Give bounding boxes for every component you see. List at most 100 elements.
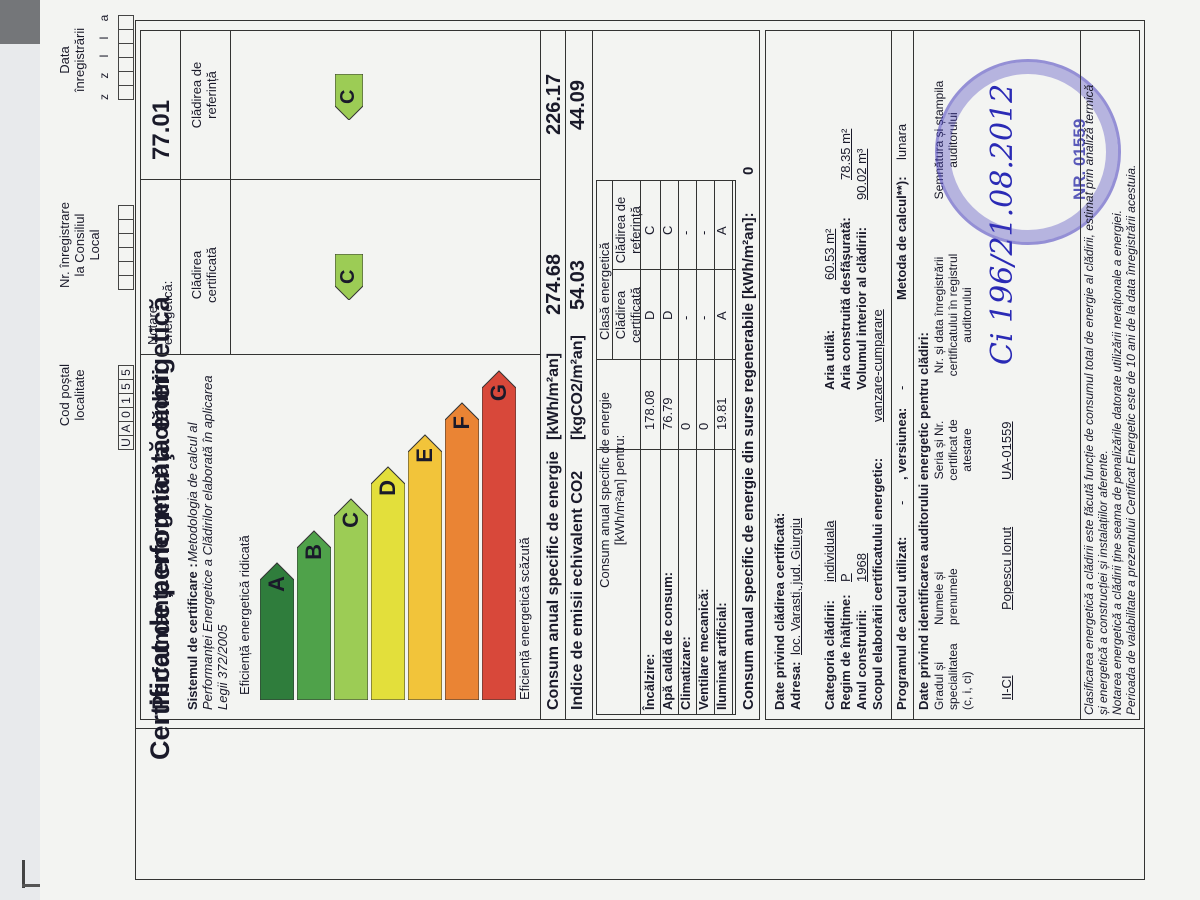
aria-utila-value: 60.53 m² [822,228,837,280]
footer-line: Perioada de valabilitate a prezentului C… [1124,164,1138,715]
energy-class-g-bar: G [482,370,516,700]
notare-label: Notare energetică: [145,280,175,345]
table-row-class-ref: A [714,226,729,235]
table-row-class-cert: D [660,310,675,320]
energy-class-c-bar: C [334,498,368,700]
table-row-value: 0 [696,422,711,430]
an-value: 1968 [854,553,869,582]
col-certificata: Clădirea certificată [189,247,219,303]
footer-line: Clasificarea energetică a clădirii este … [1082,84,1096,715]
cod-postal-cell: 5 [118,365,134,380]
program-value: - [894,500,909,505]
table-row-class-cert: A [714,311,729,320]
energy-class-a-bar: A [260,562,294,700]
emisii-ref-value: 44.09 [567,79,589,130]
scop-value: vanzare-cumparare [870,309,885,422]
consum-ref-value: 226.17 [543,73,565,135]
emisii-cert-value: 54.03 [567,259,589,310]
consum-cert-value: 274.68 [543,253,565,315]
regim-value: P [838,573,853,582]
table-divider [612,180,613,360]
rating-certificata-pointer: C [335,254,363,300]
regenerabile-label: Consum anual specific de energie din sur… [740,212,757,710]
table-header-consum: Consum anual specific de energie [kWh/m²… [597,392,627,588]
col-serie: Seria și Nr. certificat de atestare [932,419,974,481]
table-header-clasa: Clasă energetică [597,242,612,340]
sistem-text: Metodologia de calcul al Performanței En… [185,375,230,710]
energy-class-d-bar: D [371,466,405,700]
consum-unit: [kWh/m²an] [545,352,562,440]
adresa-value: loc. Varasti, jud. Giurgiu [788,517,803,655]
table-row-label: Încălzire: [642,653,657,710]
table-row-value: 0 [678,422,693,430]
table-divider [640,180,641,715]
scop-label: Scopul elaborării certificatului energet… [870,457,885,710]
nr-inregistrare-label: Nr. înregistrare la Consiliul Local [57,202,102,288]
metoda-label: Metoda de calcul**): [894,176,909,300]
program-label: Programul de calcul utilizat: [894,536,909,710]
energy-class-letter: G [486,384,511,402]
volum-value: 90.02 m³ [854,148,869,200]
auditor-nume: Popescu Ionut [999,526,1014,610]
energy-class-letter: F [449,416,474,430]
cod-postal-cell: 1 [118,393,134,408]
emisii-label: Indice de emisii echivalent CO2 [569,470,586,710]
table-row-class-ref: C [660,225,675,235]
panel-divider [140,354,540,355]
auditor-serie: UA-01559 [999,421,1014,480]
col-referinta: Clădirea de referință [189,61,219,129]
table-row-value: 19.81 [714,397,729,430]
table-row-label: Iluminat artificial: [714,602,729,710]
an-label: Anul construirii: [854,609,869,710]
table-row-label: Climatizare: [678,636,693,710]
versiunea-value: - [894,385,909,390]
panel-divider [1080,30,1081,720]
notare-value: 77.01 [148,99,175,160]
footer-line: și energetică a construcției și instalaț… [1096,450,1110,715]
col-nume: Numele și prenumele [932,568,960,625]
auditor-grad: II-CI [999,675,1014,700]
energy-class-e-bar: E [408,434,442,700]
table-divider [678,180,679,715]
regim-label: Regim de înălțime: [838,594,853,710]
panel-divider [540,30,541,720]
table-row-value: 178.08 [642,390,657,430]
table-row-class-cert: - [678,315,693,320]
aria-utila-label: Aria utilă: [822,330,837,390]
rating-certificata-letter: C [337,269,359,284]
table-row-class-ref: - [678,230,693,235]
table-row-label: Ventilare mecanică: [696,588,711,710]
cod-postal-cell: U [118,435,134,450]
cod-postal-cell: 0 [118,407,134,422]
cladire-heading: Date privind clădirea certificată: [772,512,787,710]
title-column [135,728,1145,880]
aria-constr-value: 78.35 m² [838,128,853,180]
energy-class-letter: D [375,480,400,496]
energy-class-f-bar: F [445,402,479,700]
emisii-unit: [kgCO2/m²an] [569,335,586,440]
panel-divider [140,179,540,180]
table-row-label: Apă caldă de consum: [660,572,675,710]
table-row-class-cert: - [696,315,711,320]
energy-class-letter: A [264,576,289,592]
energy-class-b-bar: B [297,530,331,700]
panel-divider [180,30,181,355]
panel-divider [891,30,892,720]
consum-label: Consum anual specific de energie [545,451,562,710]
table-divider [612,269,736,270]
panel-divider [913,30,914,720]
categoria-value: individuala [822,520,837,582]
col-grad: Gradul și specialitatea (c, i, ci) [932,643,974,710]
eff-low-label: Eficiență energetică scăzută [517,537,532,700]
table-row-class-ref: - [696,230,711,235]
metoda-value: lunara [894,123,909,160]
table-divider [596,359,736,360]
date-format-hint: z z l l a a [97,0,111,100]
rating-referinta-pointer: C [335,74,363,120]
cod-postal-cell: A [118,421,134,436]
cod-postal-cell: 5 [118,379,134,394]
energy-class-letter: B [301,544,326,560]
categoria-label: Categoria clădirii: [822,600,837,710]
rating-referinta-letter: C [337,89,359,104]
